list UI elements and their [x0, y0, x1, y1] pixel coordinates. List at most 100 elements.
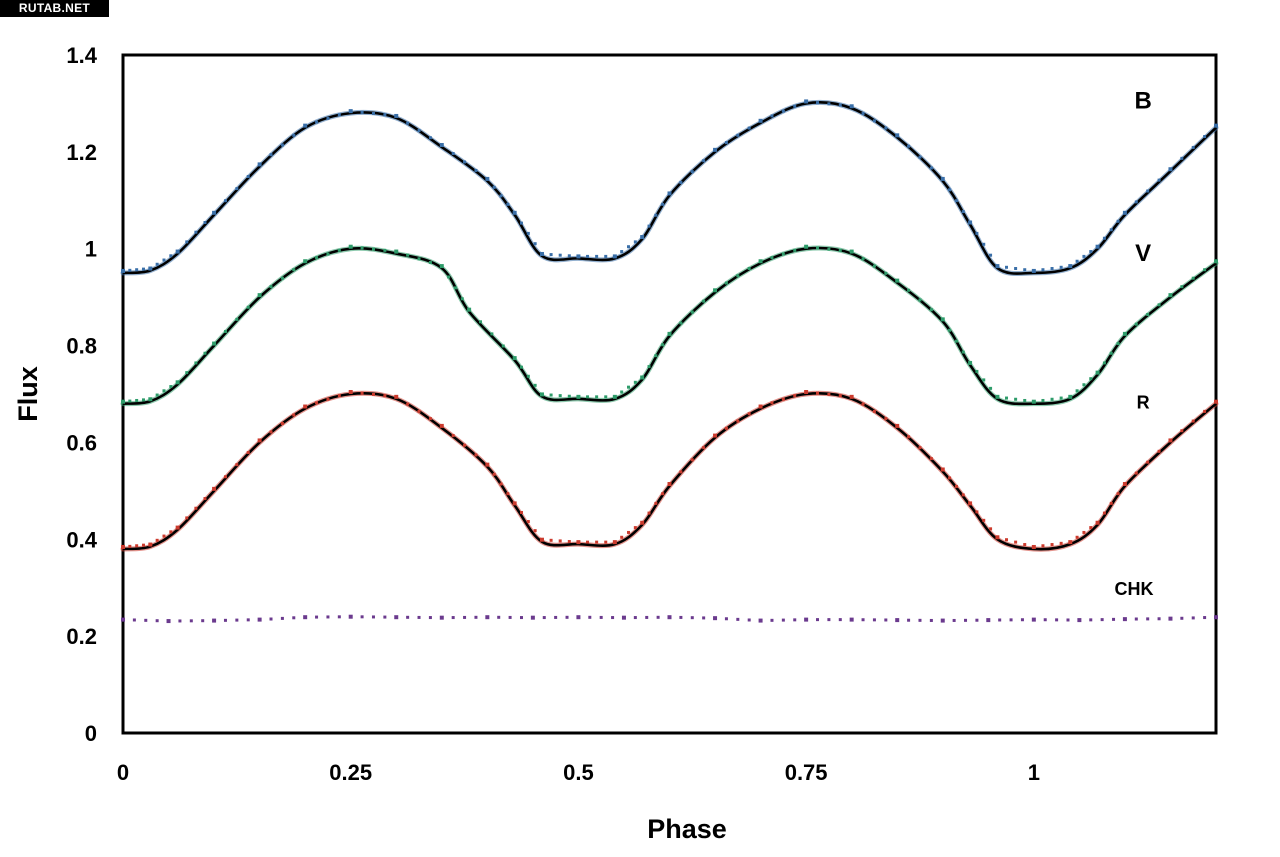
series-chk-point	[519, 616, 523, 620]
series-chk-point	[588, 615, 592, 619]
series-r-point	[1075, 535, 1079, 539]
series-v-point	[861, 257, 865, 261]
series-b-point	[872, 119, 876, 123]
series-v-point	[627, 385, 631, 389]
series-r-point	[770, 401, 774, 405]
series-b-point	[595, 254, 599, 258]
series-r-point	[360, 391, 364, 395]
series-chk-point	[1180, 616, 1184, 620]
series-r-point	[690, 458, 694, 462]
series-r-point	[595, 540, 599, 544]
series-r-point	[1059, 541, 1063, 545]
series-v-point	[1041, 398, 1045, 402]
series-chk-point	[929, 618, 933, 622]
series-v-point	[1157, 303, 1161, 307]
series-chk-point	[1146, 617, 1150, 621]
series-v-point	[533, 383, 537, 387]
series-r-point	[1089, 526, 1093, 530]
x-tick-label: 0.5	[563, 760, 594, 785]
series-chk-point	[667, 615, 672, 620]
series-chk-point	[337, 615, 341, 619]
series-r-point	[451, 434, 455, 438]
series-r-point	[512, 501, 517, 506]
series-b-point	[1075, 259, 1079, 263]
series-b-point	[337, 113, 341, 117]
series-r-point	[948, 476, 952, 480]
series-b-band	[120, 99, 1219, 277]
series-v-point	[567, 394, 571, 398]
series-b-point	[929, 166, 933, 170]
series-r-point	[1168, 438, 1173, 443]
series-v-point	[1059, 396, 1063, 400]
series-v-point	[804, 244, 809, 249]
series-chk-point	[758, 618, 763, 623]
series-chk-point	[406, 615, 410, 619]
series-r-point	[141, 543, 145, 547]
series-r-point	[558, 539, 562, 543]
series-r-point	[212, 486, 217, 491]
series-v-point	[169, 385, 173, 389]
x-tick-label: 0	[117, 760, 129, 785]
series-b-point	[1102, 236, 1106, 240]
series-r-point	[1041, 544, 1045, 548]
series-v-point	[1134, 322, 1138, 326]
series-b-point	[1059, 265, 1063, 269]
series-v-point	[280, 276, 284, 280]
series-r-point	[804, 390, 809, 394]
series-r-point	[872, 409, 876, 413]
series-v-point	[203, 351, 207, 355]
series-v-point	[929, 308, 933, 312]
series-label-v: V	[1135, 240, 1151, 267]
series-r-point	[940, 467, 945, 472]
series-v-point	[612, 394, 617, 399]
series-v-point	[1023, 398, 1027, 402]
series-chk-point	[690, 616, 694, 620]
series-r-point	[975, 510, 979, 514]
series-chk-point	[884, 618, 888, 622]
series-b-point	[428, 136, 432, 140]
series-v-point	[781, 252, 785, 256]
series-chk-point	[747, 618, 751, 622]
series-chk-point	[702, 616, 706, 620]
series-b-point	[506, 202, 510, 206]
series-v-point	[1191, 276, 1195, 280]
series-chk-point	[303, 615, 308, 620]
series-chk-point	[861, 618, 865, 622]
series-b-point	[558, 253, 562, 257]
series-v-point	[460, 297, 464, 301]
series-r-point	[1082, 530, 1086, 534]
series-b-point	[1168, 167, 1173, 172]
series-chk-point	[998, 618, 1002, 622]
series-chk-point	[132, 618, 136, 622]
series-v-point	[576, 394, 581, 399]
y-tick-label: 0	[85, 721, 97, 746]
series-chk-point	[621, 615, 626, 620]
series-v-point	[907, 288, 911, 292]
series-chk-point	[770, 618, 774, 622]
series-v-point	[269, 285, 273, 289]
series-b-point	[1146, 189, 1150, 193]
series-b-point	[612, 254, 617, 259]
series-b-point	[212, 210, 217, 215]
series-r-point	[1005, 538, 1009, 542]
series-chk-point	[1157, 617, 1161, 621]
series-chk-point	[417, 615, 421, 619]
series-chk-point	[1112, 617, 1116, 621]
series-b-point	[1109, 228, 1113, 232]
series-b-point	[954, 199, 958, 203]
series-b-point	[1134, 200, 1138, 204]
series-v-point	[1214, 259, 1218, 264]
series-chk-point	[952, 618, 956, 622]
series-b-point	[348, 109, 353, 114]
series-b-point	[640, 235, 645, 240]
series-v-point	[1109, 351, 1113, 355]
series-b-point	[539, 251, 544, 256]
series-chk-point	[554, 615, 558, 619]
series-chk-point	[804, 617, 809, 622]
series-r-point	[895, 423, 900, 428]
series-r-point	[849, 394, 854, 399]
series-b-point	[203, 221, 207, 224]
series-r-point	[586, 540, 590, 544]
series-r-point	[989, 527, 993, 531]
series-r-point	[162, 534, 166, 538]
